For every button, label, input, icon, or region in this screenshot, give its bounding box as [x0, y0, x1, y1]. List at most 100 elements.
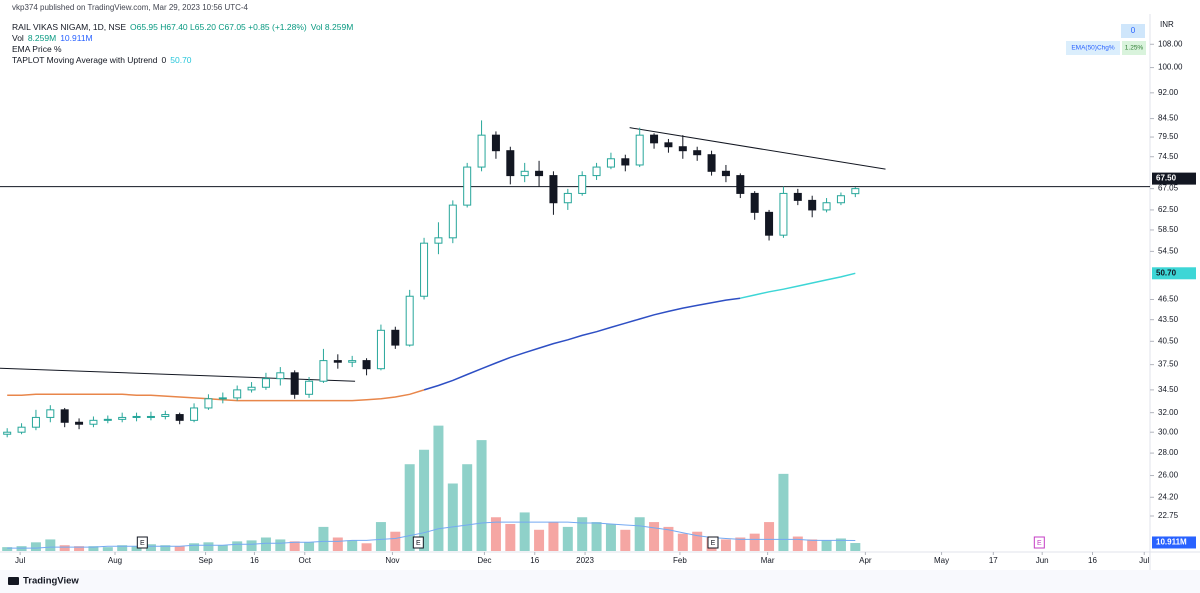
y-tick-label: 67.05: [1158, 184, 1179, 193]
candle-body: [261, 378, 270, 388]
candle-body: [276, 372, 285, 380]
legend-line: TAPLOT Moving Average with Uptrend 0 50.70: [12, 55, 196, 65]
volume-bar: [45, 539, 56, 551]
volume-bar: [318, 526, 329, 551]
candle-body: [89, 419, 98, 425]
candle-body: [247, 386, 256, 391]
candle-body: [549, 175, 558, 204]
volume-ma-badge: 10.911M: [1156, 538, 1187, 547]
taplot-arg: 0: [161, 55, 167, 65]
candle-body: [736, 175, 745, 194]
candle-body: [319, 360, 328, 382]
x-tick-label: 2023: [576, 556, 594, 565]
volume-bar: [375, 522, 386, 551]
volume-bar: [145, 544, 156, 551]
candle-body: [463, 166, 472, 206]
candle-body: [190, 407, 199, 421]
volume-bar: [289, 541, 300, 551]
y-tick-label: 28.00: [1158, 448, 1179, 457]
ema-name: EMA Price %: [12, 44, 62, 54]
volume-bar: [304, 542, 315, 551]
volume-bar: [821, 540, 832, 551]
taplot-name: TAPLOT Moving Average with Uptrend: [12, 55, 158, 65]
candle-body: [606, 158, 615, 168]
candle-body: [721, 170, 730, 177]
candle-body: [635, 134, 644, 166]
x-tick-label: Oct: [299, 556, 312, 565]
volume-bar: [189, 543, 200, 551]
price-badge-bg: [1152, 172, 1196, 185]
candle-body: [448, 204, 457, 239]
candle-body: [75, 421, 84, 425]
volume-bar: [203, 542, 214, 551]
x-tick-label: Nov: [385, 556, 399, 565]
y-tick-label: 30.00: [1158, 427, 1179, 436]
earnings-label: E: [711, 540, 716, 547]
y-tick-label: 43.50: [1158, 315, 1179, 324]
volume-bar: [462, 464, 473, 551]
volume-ma-badge-bg: [1152, 536, 1196, 549]
volume-bar: [807, 539, 818, 551]
legend-line: RAIL VIKAS NIGAM, 1D, NSE O65.95 H67.40 L…: [12, 22, 357, 32]
volume-bar: [131, 546, 142, 551]
x-tick-label: Jul: [15, 556, 25, 565]
legend-line: Vol 8.259M 10.911M: [12, 33, 97, 43]
candle-body: [750, 192, 759, 213]
candle-body: [161, 414, 170, 417]
volume-bar: [778, 473, 789, 551]
volume-bar: [792, 536, 803, 551]
x-tick-label: Sep: [198, 556, 213, 565]
x-tick-label: Jun: [1036, 556, 1049, 565]
candle-body: [592, 166, 601, 177]
candle-body: [664, 142, 673, 148]
y-tick-label: 34.50: [1158, 385, 1179, 394]
candle-body: [362, 360, 371, 370]
y-tick-label: 40.50: [1158, 336, 1179, 345]
y-tick-label: 37.50: [1158, 360, 1179, 369]
symbol: RAIL VIKAS NIGAM, 1D, NSE: [12, 22, 126, 32]
candle-body: [233, 389, 242, 399]
y-tick-label: 58.50: [1158, 225, 1179, 234]
earnings-label: E: [140, 540, 145, 547]
candle-body: [17, 426, 26, 433]
volume-bar: [102, 547, 113, 551]
volume-bar: [390, 531, 401, 551]
candle-body: [218, 397, 227, 400]
volume-bar: [634, 517, 645, 551]
candle-body: [420, 242, 429, 297]
ema-line: [740, 272, 856, 299]
currency: INR: [1160, 20, 1174, 29]
candle-body: [693, 150, 702, 156]
y-tick-label: 24.20: [1158, 492, 1179, 501]
y-tick-label: 79.50: [1158, 132, 1179, 141]
x-tick-label: 16: [530, 556, 539, 565]
y-tick-label: 46.50: [1158, 295, 1179, 304]
volume-bar: [764, 522, 775, 551]
y-tick-label: 92.00: [1158, 88, 1179, 97]
candle-body: [836, 195, 845, 204]
x-tick-label: Feb: [673, 556, 687, 565]
volume-bar: [332, 537, 343, 551]
volume-bar: [347, 540, 358, 551]
candle-body: [132, 415, 141, 418]
candle-body: [621, 158, 630, 166]
volume-bar: [505, 524, 516, 551]
status-box: [1122, 41, 1146, 55]
volume-bar: [692, 531, 703, 551]
y-tick-label: 22.75: [1158, 511, 1179, 520]
status-box: [1121, 24, 1145, 38]
volume-bar: [433, 425, 444, 551]
vol-inline: Vol 8.259M: [310, 22, 354, 32]
candle-body: [290, 372, 299, 395]
ema-line: [423, 297, 741, 391]
volume-bar: [74, 546, 85, 551]
header: vkp374 published on TradingView.com, Mar…: [12, 3, 248, 12]
volume-bar: [260, 537, 271, 551]
candle-body: [851, 188, 860, 195]
candle-body: [535, 170, 544, 177]
y-tick-label: 26.00: [1158, 471, 1179, 480]
x-tick-label: Aug: [108, 556, 122, 565]
x-tick-label: May: [934, 556, 949, 565]
